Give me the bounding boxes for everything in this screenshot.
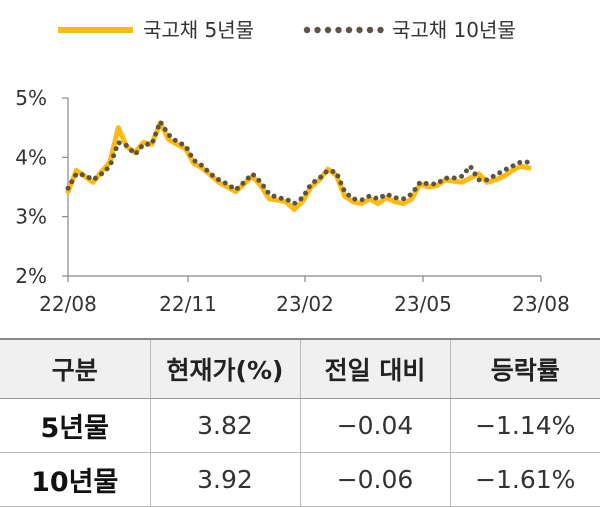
cell-price: 3.92 xyxy=(149,452,300,507)
cell-rate: −1.14% xyxy=(449,398,600,453)
cell-change: −0.06 xyxy=(299,452,450,507)
chart-legend: 국고채 5년물 국고채 10년물 xyxy=(58,18,516,42)
cell-change: −0.04 xyxy=(299,398,450,453)
table-header-row: 구분 현재가(%) 전일 대비 등락률 xyxy=(0,338,600,399)
legend-swatch-10y xyxy=(303,26,384,34)
header-current-price: 현재가(%) xyxy=(149,338,300,399)
x-tick-label: 23/08 xyxy=(512,292,570,316)
legend-label-5y: 국고채 5년물 xyxy=(143,18,254,42)
plot-area xyxy=(65,116,532,212)
row-label: 10년물 xyxy=(0,452,150,507)
y-tick-label: 2% xyxy=(15,264,47,288)
y-tick-label: 5% xyxy=(15,86,47,110)
legend-dot xyxy=(324,26,332,34)
legend-dot xyxy=(366,26,374,34)
header-change: 전일 대비 xyxy=(299,338,450,399)
legend-dot xyxy=(377,26,384,34)
x-tick-label: 23/05 xyxy=(394,292,452,316)
header-rate: 등락률 xyxy=(449,338,600,399)
series-line-5y xyxy=(65,120,532,212)
legend-dot xyxy=(335,26,342,34)
legend-dot xyxy=(345,26,353,34)
header-category: 구분 xyxy=(0,338,150,399)
y-tick-label: 4% xyxy=(15,145,47,169)
cell-price: 3.82 xyxy=(149,398,300,453)
table-row: 10년물 3.92 −0.06 −1.61% xyxy=(0,452,600,507)
legend-dot xyxy=(314,26,321,34)
legend-label-10y: 국고채 10년물 xyxy=(392,18,516,42)
x-tick-label: 22/11 xyxy=(159,292,217,316)
row-label: 5년물 xyxy=(0,398,150,453)
legend-dot xyxy=(303,26,311,34)
yield-table: 구분 현재가(%) 전일 대비 등락률 5년물 3.82 −0.04 −1.14… xyxy=(0,338,600,507)
yield-line-chart: 국고채 5년물 국고채 10년물 2% 3% 4% 5% 22/08 22/11 23/02… xyxy=(15,18,570,316)
series-line-10y xyxy=(65,116,532,207)
table-row: 5년물 3.82 −0.04 −1.14% xyxy=(0,398,600,453)
chart-axes: 2% 3% 4% 5% 22/08 22/11 23/02 23/05 23/08 xyxy=(15,86,570,316)
x-tick-label: 22/08 xyxy=(39,292,97,316)
y-tick-label: 3% xyxy=(15,205,47,229)
legend-dot xyxy=(356,26,363,34)
cell-rate: −1.61% xyxy=(449,452,600,507)
x-tick-label: 23/02 xyxy=(276,292,334,316)
